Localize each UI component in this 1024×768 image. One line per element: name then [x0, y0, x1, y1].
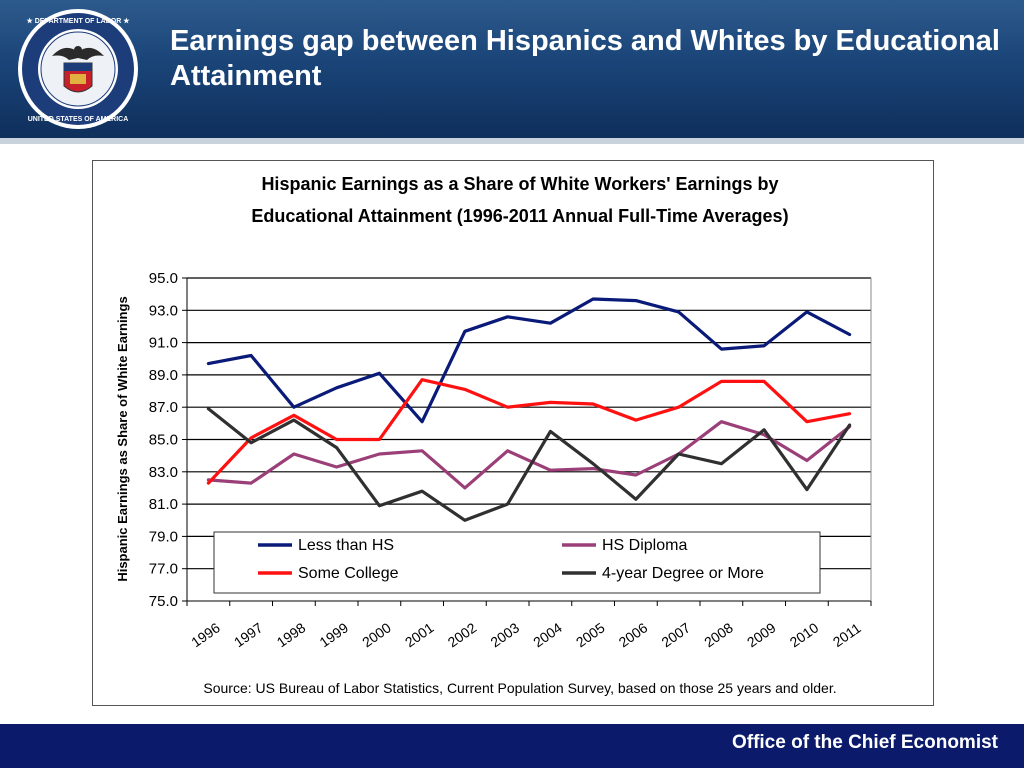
slide-footer: Office of the Chief Economist — [0, 724, 1024, 768]
x-tick-label: 2007 — [658, 619, 693, 650]
x-tick-label: 2011 — [830, 620, 864, 650]
slide-header — [0, 0, 1024, 138]
legend-entry-label: 4-year Degree or More — [602, 565, 764, 582]
department-of-labor-seal-icon: ★ DEPARTMENT OF LABOR ★ UNITED STATES OF… — [18, 9, 138, 129]
header-rule — [0, 138, 1024, 144]
svg-text:UNITED STATES OF AMERICA: UNITED STATES OF AMERICA — [28, 116, 129, 123]
legend-box — [213, 531, 821, 594]
svg-text:★ DEPARTMENT OF LABOR ★: ★ DEPARTMENT OF LABOR ★ — [26, 17, 130, 25]
chart-title-line-1: Hispanic Earnings as a Share of White Wo… — [261, 174, 778, 194]
x-tick-label: 1999 — [316, 619, 351, 650]
chart-container: Hispanic Earnings as a Share of White Wo… — [92, 160, 934, 706]
legend-entry-label: HS Diploma — [602, 537, 687, 554]
x-tick-label: 2009 — [744, 619, 779, 650]
series-line-some-college — [206, 378, 852, 485]
y-tick-label: 79.0 — [149, 528, 178, 545]
y-tick-label: 75.0 — [149, 593, 178, 610]
y-tick-label: 77.0 — [149, 561, 178, 578]
x-tick-label: 2004 — [530, 619, 565, 650]
x-tick-label: 2001 — [402, 619, 437, 650]
series-lines — [206, 297, 852, 522]
chart-source-note: Source: US Bureau of Labor Statistics, C… — [203, 680, 836, 696]
x-tick-label: 2010 — [787, 619, 822, 650]
series-line-less-than-hs — [206, 297, 852, 424]
y-tick-label: 81.0 — [149, 496, 178, 513]
x-tick-label: 2003 — [487, 619, 522, 650]
line-chart: Hispanic Earnings as a Share of White Wo… — [115, 174, 872, 696]
y-axis-label: Hispanic Earnings as Share of White Earn… — [115, 296, 130, 581]
y-tick-label: 91.0 — [149, 335, 178, 352]
legend-entry-label: Some College — [298, 565, 399, 582]
x-tick-label: 2002 — [445, 619, 480, 650]
x-tick-label: 1997 — [231, 619, 266, 650]
y-tick-label: 85.0 — [149, 432, 178, 449]
chart-title-line-2: Educational Attainment (1996-2011 Annual… — [251, 206, 788, 226]
y-tick-label: 95.0 — [149, 270, 178, 287]
x-tick-label: 2006 — [616, 619, 651, 650]
x-tick-label: 1996 — [188, 619, 223, 650]
series-line-4-year-degree-or-more — [206, 407, 852, 522]
x-tick-label: 2000 — [359, 619, 394, 650]
y-tick-label: 83.0 — [149, 464, 178, 481]
legend: Less than HS HS Diploma Some College 4-year… — [213, 531, 821, 594]
y-tick-label: 87.0 — [149, 399, 178, 416]
legend-entry-label: Less than HS — [298, 537, 394, 554]
x-tick-label: 2005 — [573, 619, 608, 650]
x-tick-label: 1998 — [274, 619, 309, 650]
y-tick-label: 93.0 — [149, 302, 178, 319]
footer-office-name: Office of the Chief Economist — [731, 732, 998, 753]
y-tick-label: 89.0 — [149, 367, 178, 384]
series-line-hs-diploma — [206, 420, 852, 490]
x-tick-label: 2008 — [701, 619, 736, 650]
slide-title: Earnings gap between Hispanics and White… — [170, 25, 1000, 92]
